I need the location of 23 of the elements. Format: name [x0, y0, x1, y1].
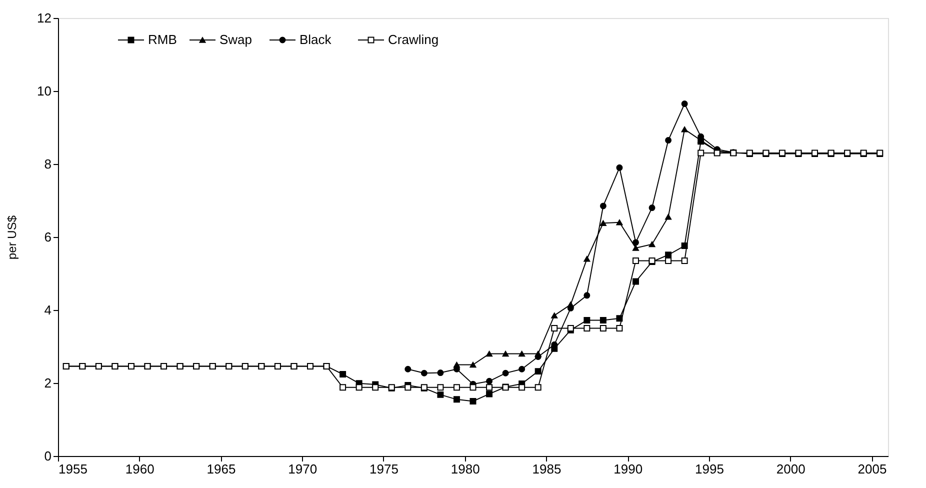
x-tick-label: 1975	[370, 462, 398, 476]
x-tick-label: 2000	[776, 462, 806, 476]
y-tick-label: 6	[44, 230, 52, 244]
y-tick-label: 0	[44, 448, 52, 464]
legend-label: Crawling	[388, 32, 439, 47]
x-tick-label: 1965	[206, 462, 236, 476]
y-tick-label: 10	[37, 84, 52, 98]
legend-label: Swap	[220, 32, 252, 47]
y-axis-title: per US$	[5, 215, 20, 260]
legend-label: Black	[300, 32, 332, 47]
x-tick-label: 1970	[288, 462, 318, 476]
y-tick-label: 12	[37, 10, 52, 26]
y-tick-label: 2	[44, 376, 52, 390]
x-tick-label: 2005	[858, 462, 887, 476]
x-tick-label: 1995	[695, 462, 724, 476]
x-tick-label: 1985	[532, 462, 562, 476]
x-tick-label: 1990	[614, 462, 643, 476]
y-tick-label: 8	[44, 156, 52, 172]
legend-label: RMB	[148, 32, 177, 47]
y-tick-label: 4	[44, 302, 52, 318]
x-tick-label: 1980	[450, 462, 480, 476]
x-tick-label: 1960	[125, 462, 154, 476]
x-tick-label: 1955	[58, 462, 88, 476]
